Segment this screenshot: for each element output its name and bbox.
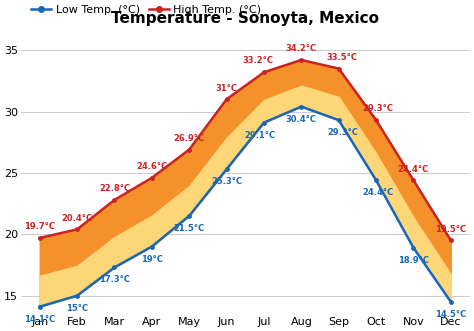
Text: 15°C: 15°C (66, 304, 88, 312)
Text: 19°C: 19°C (141, 255, 163, 263)
Text: 20.4°C: 20.4°C (62, 213, 93, 223)
Text: 33.5°C: 33.5°C (327, 53, 358, 62)
Text: 31°C: 31°C (216, 83, 237, 92)
Text: 22.8°C: 22.8°C (99, 184, 130, 193)
Text: 29.3°C: 29.3°C (327, 128, 358, 137)
Text: 29.3°C: 29.3°C (363, 104, 393, 114)
Text: 17.3°C: 17.3°C (99, 275, 130, 284)
Text: 24.4°C: 24.4°C (362, 188, 393, 197)
Text: 25.3°C: 25.3°C (211, 177, 242, 186)
Text: 19.7°C: 19.7°C (24, 222, 55, 231)
Title: Temperature - Sonoyta, Mexico: Temperature - Sonoyta, Mexico (111, 11, 379, 26)
Text: 19.5°C: 19.5°C (435, 225, 466, 234)
Text: 24.4°C: 24.4°C (398, 165, 429, 173)
Text: 29.1°C: 29.1°C (245, 130, 276, 140)
Text: 21.5°C: 21.5°C (173, 224, 205, 233)
Text: 30.4°C: 30.4°C (286, 115, 317, 123)
Text: 26.9°C: 26.9°C (173, 134, 205, 143)
Text: 14.1°C: 14.1°C (24, 315, 55, 324)
Text: 18.9°C: 18.9°C (398, 256, 429, 265)
Text: 24.6°C: 24.6°C (136, 162, 167, 171)
Text: 33.2°C: 33.2°C (243, 57, 274, 66)
Legend: Low Temp. (°C), High Temp. (°C): Low Temp. (°C), High Temp. (°C) (27, 1, 265, 20)
Text: 34.2°C: 34.2°C (286, 44, 317, 53)
Text: 14.5°C: 14.5°C (435, 310, 466, 319)
